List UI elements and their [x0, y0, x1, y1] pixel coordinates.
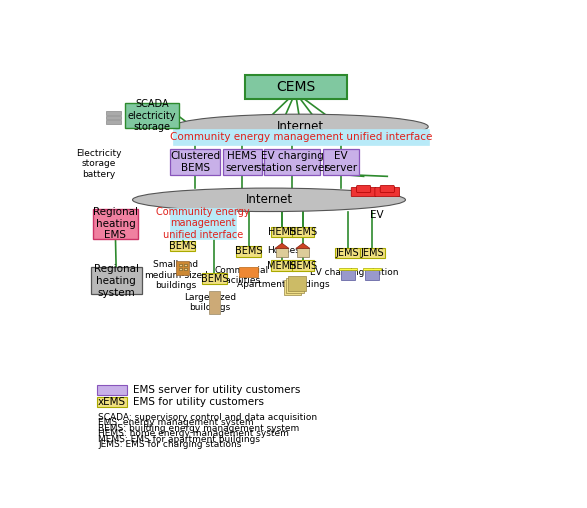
FancyBboxPatch shape [222, 149, 262, 175]
Text: BEMS: BEMS [201, 274, 228, 283]
Text: Commercial
facilities: Commercial facilities [215, 266, 269, 285]
Text: Internet: Internet [245, 194, 292, 206]
FancyBboxPatch shape [93, 209, 138, 239]
FancyBboxPatch shape [245, 75, 348, 99]
FancyBboxPatch shape [176, 262, 190, 275]
FancyBboxPatch shape [271, 261, 293, 271]
FancyBboxPatch shape [284, 280, 301, 295]
Text: Regional
heating
system: Regional heating system [94, 264, 139, 298]
Text: SCADA
electricity
storage: SCADA electricity storage [127, 99, 176, 132]
FancyBboxPatch shape [90, 268, 141, 295]
FancyBboxPatch shape [170, 241, 195, 251]
Text: MEMS: EMS for apartment buildings: MEMS: EMS for apartment buildings [99, 435, 261, 444]
FancyBboxPatch shape [335, 247, 360, 258]
Polygon shape [296, 243, 310, 248]
Text: BEMS: BEMS [235, 246, 262, 256]
FancyBboxPatch shape [170, 149, 220, 175]
Text: JEMS: JEMS [360, 248, 384, 258]
FancyBboxPatch shape [170, 208, 236, 239]
FancyBboxPatch shape [173, 129, 429, 145]
FancyBboxPatch shape [366, 270, 379, 280]
FancyBboxPatch shape [375, 187, 400, 197]
FancyBboxPatch shape [179, 264, 182, 266]
Text: EMS server for utility customers: EMS server for utility customers [133, 385, 300, 395]
FancyBboxPatch shape [323, 149, 359, 175]
Text: EMS: energy management system: EMS: energy management system [99, 419, 254, 427]
Text: Electricity
storage
battery: Electricity storage battery [76, 149, 121, 179]
Text: EMS for utility customers: EMS for utility customers [133, 397, 264, 407]
Text: HEMS: HEMS [289, 261, 317, 271]
FancyBboxPatch shape [202, 273, 227, 284]
Text: HEMS: HEMS [268, 227, 296, 237]
Text: MEMS: MEMS [267, 261, 296, 271]
FancyBboxPatch shape [339, 268, 357, 270]
Text: EV
server: EV server [324, 151, 357, 173]
Text: EV charging
station server: EV charging station server [256, 151, 329, 173]
FancyBboxPatch shape [106, 120, 121, 123]
FancyBboxPatch shape [184, 264, 187, 266]
FancyBboxPatch shape [286, 278, 303, 293]
FancyBboxPatch shape [351, 187, 376, 197]
FancyBboxPatch shape [288, 276, 306, 291]
FancyBboxPatch shape [209, 291, 220, 314]
FancyBboxPatch shape [360, 247, 384, 258]
FancyBboxPatch shape [106, 111, 121, 115]
Text: JEMS: EMS for charging stations: JEMS: EMS for charging stations [99, 440, 242, 450]
FancyBboxPatch shape [356, 185, 371, 193]
FancyBboxPatch shape [276, 248, 288, 257]
Text: HEMS
server: HEMS server [225, 151, 259, 173]
Text: EV charging station: EV charging station [311, 268, 399, 277]
FancyBboxPatch shape [363, 268, 382, 270]
Text: Apartment buildings: Apartment buildings [237, 280, 330, 289]
Text: CEMS: CEMS [276, 80, 316, 94]
Text: xEMS: xEMS [98, 397, 126, 407]
Text: Small and
medium-sized
buildings: Small and medium-sized buildings [144, 261, 208, 290]
Text: Regional
heating
EMS: Regional heating EMS [93, 207, 138, 240]
Text: Community energy
management
unified interface: Community energy management unified inte… [156, 207, 250, 240]
FancyBboxPatch shape [265, 149, 320, 175]
Polygon shape [275, 243, 289, 248]
FancyBboxPatch shape [106, 116, 121, 119]
FancyBboxPatch shape [125, 103, 179, 128]
Text: Clustered
BEMS: Clustered BEMS [170, 151, 220, 173]
FancyBboxPatch shape [179, 268, 182, 270]
FancyBboxPatch shape [341, 270, 355, 280]
FancyBboxPatch shape [184, 268, 187, 270]
Text: Community energy management unified interface: Community energy management unified inte… [170, 132, 432, 142]
Text: JEMS: JEMS [336, 248, 359, 258]
FancyBboxPatch shape [236, 246, 261, 257]
Text: Houses: Houses [267, 246, 300, 255]
FancyBboxPatch shape [271, 227, 293, 237]
Text: EV: EV [370, 210, 383, 220]
Text: HEMS: HEMS [289, 227, 317, 237]
Text: Large-sized
buildings: Large-sized buildings [184, 293, 236, 312]
Ellipse shape [174, 114, 429, 139]
Text: SCADA: supervisory control and data acquisition: SCADA: supervisory control and data acqu… [99, 413, 318, 422]
Text: HEMS: home energy management system: HEMS: home energy management system [99, 429, 289, 438]
Text: BEMS: building energy management system: BEMS: building energy management system [99, 424, 299, 433]
FancyBboxPatch shape [292, 261, 313, 271]
FancyBboxPatch shape [97, 397, 127, 407]
Text: Internet: Internet [277, 120, 325, 133]
FancyBboxPatch shape [297, 248, 309, 257]
FancyBboxPatch shape [239, 267, 258, 277]
Text: BEMS: BEMS [169, 241, 196, 251]
FancyBboxPatch shape [380, 185, 394, 193]
FancyBboxPatch shape [97, 385, 127, 395]
FancyBboxPatch shape [292, 227, 313, 237]
Ellipse shape [133, 188, 406, 211]
